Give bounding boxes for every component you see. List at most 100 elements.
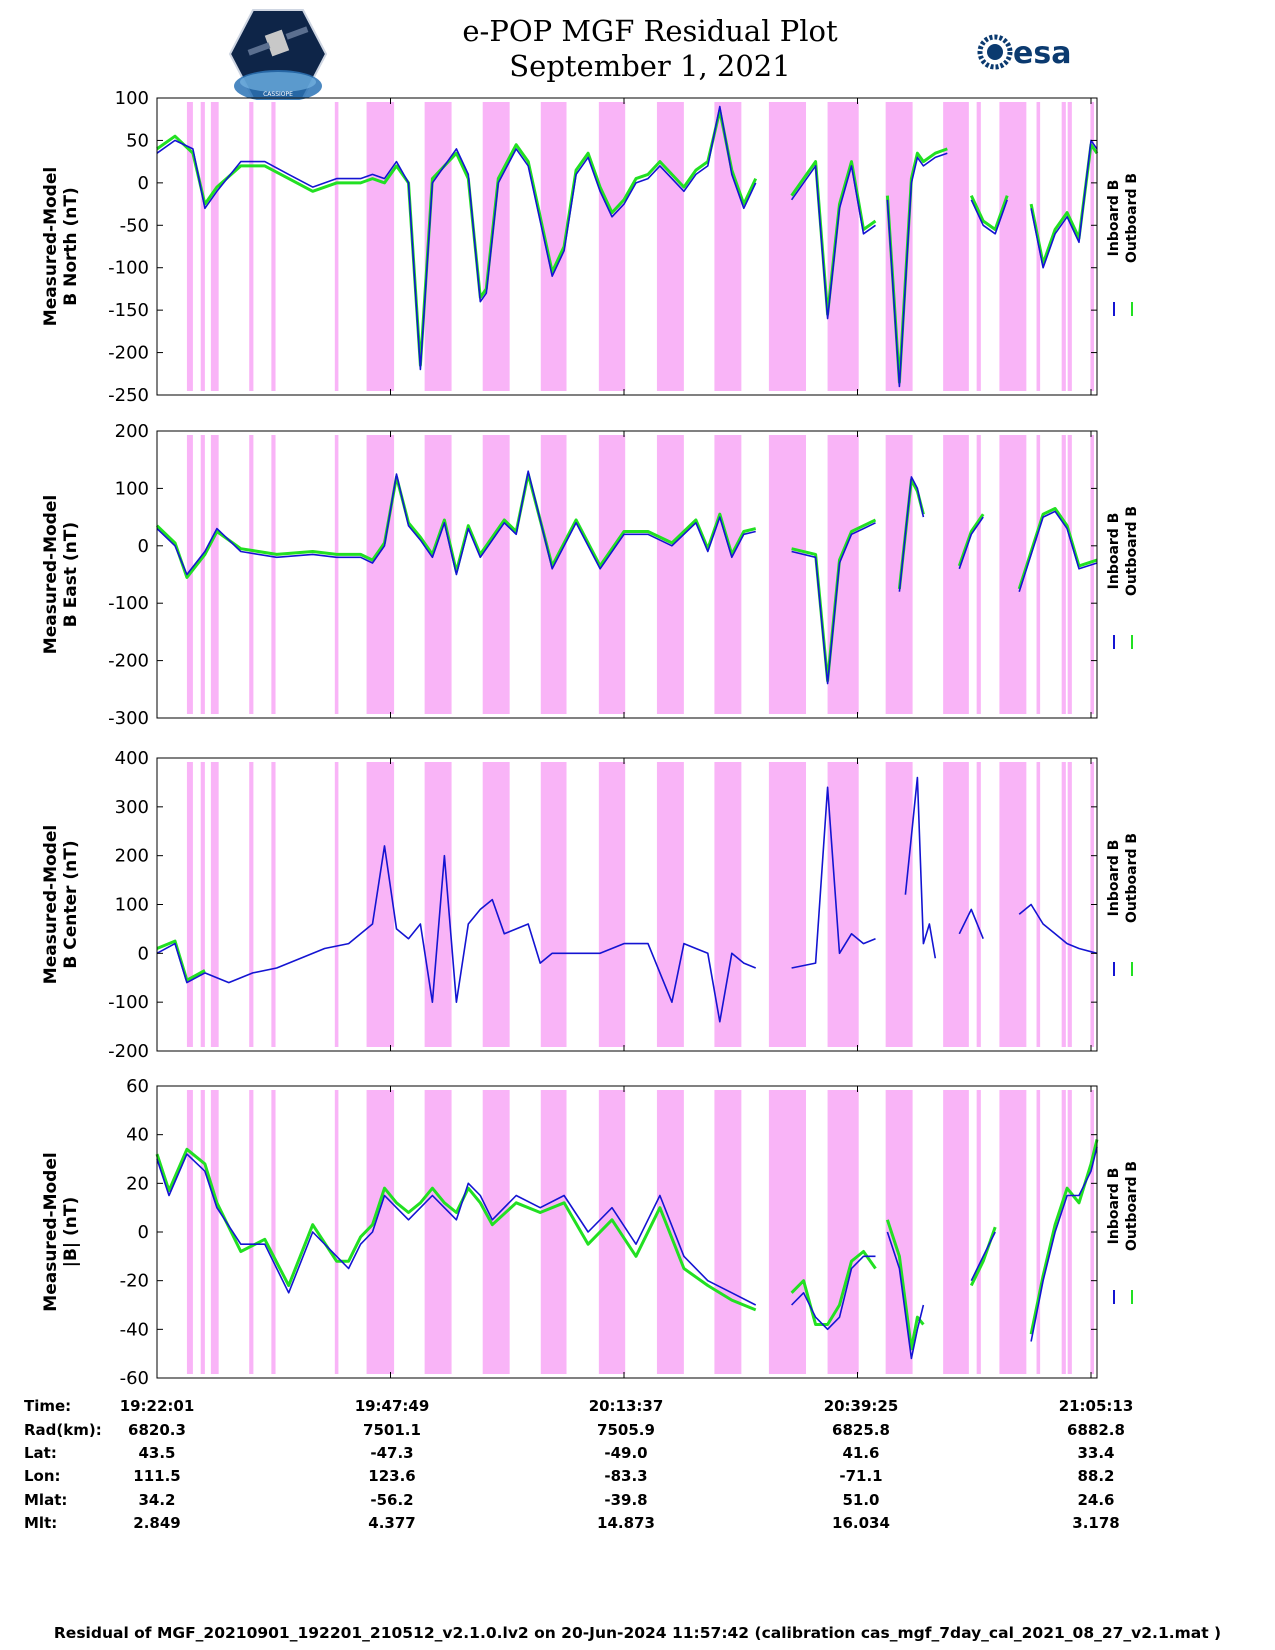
footer-caption: Residual of MGF_20210901_192201_210512_v… <box>53 1624 1222 1642</box>
y-tick-label: -200 <box>108 343 149 364</box>
shade-band <box>200 102 205 391</box>
y-tick-label: -300 <box>108 708 149 729</box>
shade-band <box>1090 435 1095 714</box>
shade-band <box>366 762 395 1047</box>
lat-col-1: 43.5 <box>138 1444 176 1462</box>
y-axis-label-line: Measured-Model <box>41 167 61 326</box>
shade-band <box>186 1090 193 1374</box>
shade-band <box>976 1090 981 1374</box>
y-tick-label: 0 <box>138 1222 149 1243</box>
panel-4: 60 40 20 0 -20 -40 -60 Measured-Model|B| (nT) In… <box>41 1076 1140 1389</box>
shade-band <box>885 435 913 714</box>
time-col-3: 20:13:37 <box>588 1397 664 1415</box>
y-tick-label: -100 <box>108 593 149 614</box>
shade-band <box>540 762 567 1047</box>
shade-band <box>186 762 193 1047</box>
shade-band <box>334 435 339 714</box>
y-tick-label: 40 <box>126 1125 149 1146</box>
shade-band <box>999 1090 1027 1374</box>
panel-1: 100 50 0 -50 -100 -150 -200 -250 Measured-ModelB… <box>41 88 1140 406</box>
shade-band <box>366 435 395 714</box>
mlat-col-3: -39.8 <box>604 1491 648 1509</box>
y-axis-label-line: B East (nT) <box>61 522 81 627</box>
shade-band <box>656 102 684 391</box>
legend-label-inboard: Inboard B <box>1106 513 1122 590</box>
mlt-col-5: 3.178 <box>1072 1514 1120 1532</box>
shade-band <box>943 1090 969 1374</box>
shade-band <box>976 102 981 391</box>
shade-band <box>827 102 859 391</box>
y-tick-label: 60 <box>126 1076 149 1097</box>
cassiope-logo: CASSIOPE <box>228 9 328 100</box>
legend-label-inboard: Inboard B <box>1106 840 1122 917</box>
shade-band <box>885 762 913 1047</box>
shade-band <box>656 435 684 714</box>
y-tick-label: -20 <box>120 1271 149 1292</box>
shade-band <box>366 1090 395 1374</box>
shade-band <box>598 102 626 391</box>
mlat-col-4: 51.0 <box>842 1491 880 1509</box>
time-col-1: 19:22:01 <box>119 1397 195 1415</box>
y-axis-label: Measured-ModelB North (nT) <box>41 167 81 326</box>
y-tick-label: 50 <box>126 130 149 151</box>
shade-band <box>827 762 859 1047</box>
shade-band <box>482 435 510 714</box>
legend-label-outboard: Outboard B <box>1124 833 1140 923</box>
shade-band <box>768 435 807 714</box>
time-col-4: 20:39:25 <box>823 1397 899 1415</box>
info-label-mlt: Mlt: <box>24 1514 58 1532</box>
shade-band <box>976 762 981 1047</box>
shade-band <box>768 762 807 1047</box>
shade-band <box>598 762 626 1047</box>
lat-col-2: -47.3 <box>370 1444 414 1462</box>
lon-col-5: 88.2 <box>1077 1467 1115 1485</box>
rad-col-2: 7501.1 <box>363 1421 421 1439</box>
y-tick-label: -200 <box>108 1041 149 1062</box>
y-tick-label: -200 <box>108 651 149 672</box>
shade-band <box>943 762 969 1047</box>
y-tick-label: 0 <box>138 943 149 964</box>
info-label-lat: Lat: <box>24 1444 57 1462</box>
shade-band <box>210 762 219 1047</box>
shade-band <box>249 435 254 714</box>
info-label-radius: Rad(km): <box>24 1421 102 1439</box>
shade-band <box>424 1090 452 1374</box>
shade-band <box>943 102 969 391</box>
shade-band <box>334 102 339 391</box>
series-line-outboard <box>155 1139 1099 1351</box>
page-title: e-POP MGF Residual Plot September 1, 202… <box>350 14 950 84</box>
y-tick-label: -60 <box>120 1368 149 1389</box>
shade-band <box>249 102 254 391</box>
y-axis-label-line: |B| (nT) <box>61 1197 81 1268</box>
shade-band <box>999 435 1027 714</box>
esa-logo-text: esa <box>1013 36 1071 71</box>
shade-band <box>334 1090 339 1374</box>
rad-col-1: 6820.3 <box>128 1421 186 1439</box>
shade-band <box>210 1090 219 1374</box>
plot-frame <box>156 430 1098 719</box>
title-line-2: September 1, 2021 <box>509 49 791 83</box>
y-axis-label-line: B Center (nT) <box>61 840 81 968</box>
shade-band <box>1067 762 1072 1047</box>
shade-band <box>1061 762 1066 1047</box>
shade-band <box>200 435 205 714</box>
shade-band <box>1067 435 1072 714</box>
legend-label-outboard: Outboard B <box>1124 506 1140 596</box>
shade-band <box>714 762 742 1047</box>
lon-col-4: -71.1 <box>839 1467 883 1485</box>
shade-band <box>656 762 684 1047</box>
shade-band <box>482 1090 510 1374</box>
series-line-inboard <box>156 1146 1098 1360</box>
y-tick-label: -100 <box>108 992 149 1013</box>
plot-frame <box>156 97 1098 396</box>
y-tick-label: -250 <box>108 385 149 406</box>
y-tick-label: -100 <box>108 258 149 279</box>
shade-band <box>999 102 1027 391</box>
y-tick-label: -150 <box>108 300 149 321</box>
shade-band <box>1090 102 1095 391</box>
y-axis-label: Measured-Model|B| (nT) <box>41 1152 81 1311</box>
mlat-col-1: 34.2 <box>138 1491 176 1509</box>
shade-band <box>598 435 626 714</box>
shade-band <box>366 102 395 391</box>
time-col-2: 19:47:49 <box>354 1397 430 1415</box>
